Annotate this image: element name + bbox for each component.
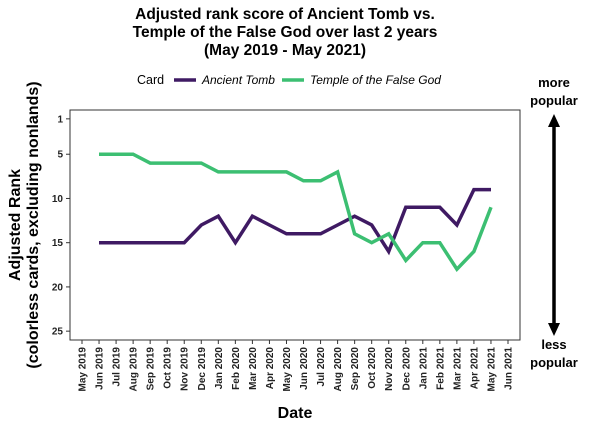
x-tick-label-mar-2021: Mar 2021	[452, 347, 463, 390]
x-tick-label-sep-2019: Sep 2019	[146, 347, 157, 391]
x-tick-label-may-2021: May 2021	[486, 347, 497, 392]
x-tick-label-dec-2020: Dec 2020	[401, 347, 412, 391]
x-tick-label-may-2019: May 2019	[78, 347, 89, 392]
y-axis-title-line-1: Adjusted Rank	[7, 169, 24, 281]
y-tick-label-5: 5	[57, 150, 63, 161]
x-tick-label-sep-2020: Sep 2020	[350, 347, 361, 391]
x-tick-label-may-2020: May 2020	[282, 347, 293, 392]
x-tick-label-nov-2020: Nov 2020	[384, 347, 395, 391]
x-axis: May 2019 Jun 2019 Jul 2019 Aug 2019 Sep 2019…	[78, 340, 515, 391]
less-popular-label-line-1: less	[541, 337, 566, 352]
less-popular-label-line-2: popular	[530, 355, 578, 370]
x-tick-label-jul-2020: Jul 2020	[316, 347, 327, 387]
popularity-scale: more popular less popular	[530, 75, 578, 370]
legend-title: Card	[137, 73, 164, 87]
legend: Card Ancient Tomb Temple of the False Go…	[137, 73, 441, 87]
x-tick-label-feb-2020: Feb 2020	[231, 347, 242, 390]
x-tick-label-mar-2020: Mar 2020	[248, 347, 259, 390]
x-tick-label-dec-2019: Dec 2019	[197, 347, 208, 391]
chart-title-line-3: (May 2019 - May 2021)	[204, 42, 366, 59]
popularity-arrow-down-head	[548, 323, 560, 336]
x-tick-label-apr-2020: Apr 2020	[265, 347, 276, 390]
legend-label-ancient-tomb: Ancient Tomb	[201, 73, 275, 87]
y-tick-label-15: 15	[52, 238, 64, 249]
x-tick-label-aug-2019: Aug 2019	[129, 347, 140, 392]
x-tick-label-jun-2021: Jun 2021	[504, 347, 515, 390]
y-tick-label-25: 25	[52, 327, 64, 338]
x-tick-label-aug-2020: Aug 2020	[333, 347, 344, 392]
y-tick-label-20: 20	[52, 282, 64, 293]
x-tick-label-nov-2019: Nov 2019	[180, 347, 191, 391]
y-tick-label-10: 10	[52, 194, 64, 205]
popularity-arrow-up-head	[548, 114, 560, 127]
x-tick-label-jan-2020: Jan 2020	[214, 347, 225, 390]
series-line-ancient-tomb	[99, 187, 491, 256]
x-tick-label-feb-2021: Feb 2021	[435, 347, 446, 390]
y-axis-title: Adjusted Rank (colorless cards, excludin…	[7, 81, 42, 368]
chart-title: Adjusted rank score of Ancient Tomb vs. …	[133, 6, 438, 59]
chart-title-line-2: Temple of the False God over last 2 year…	[133, 24, 438, 41]
legend-label-temple-of-the-false-god: Temple of the False God	[310, 73, 441, 87]
x-tick-label-oct-2020: Oct 2020	[367, 347, 378, 389]
series-line-temple-of-the-false-god	[99, 152, 493, 273]
more-popular-label-line-1: more	[538, 75, 570, 90]
x-tick-label-jan-2021: Jan 2021	[418, 347, 429, 390]
more-popular-label-line-2: popular	[530, 93, 578, 108]
chart-title-line-1: Adjusted rank score of Ancient Tomb vs.	[135, 6, 435, 23]
x-tick-label-oct-2019: Oct 2019	[163, 347, 174, 389]
y-axis-title-line-2: (colorless cards, excluding nonlands)	[25, 81, 42, 368]
plot-area	[69, 109, 521, 341]
x-tick-label-apr-2021: Apr 2021	[469, 347, 480, 390]
y-tick-label-1: 1	[57, 114, 63, 125]
x-tick-label-jun-2020: Jun 2020	[299, 347, 310, 390]
x-axis-title: Date	[278, 405, 313, 422]
series-layer	[99, 152, 493, 273]
x-tick-label-jul-2019: Jul 2019	[112, 347, 123, 387]
x-tick-label-jun-2019: Jun 2019	[95, 347, 106, 390]
